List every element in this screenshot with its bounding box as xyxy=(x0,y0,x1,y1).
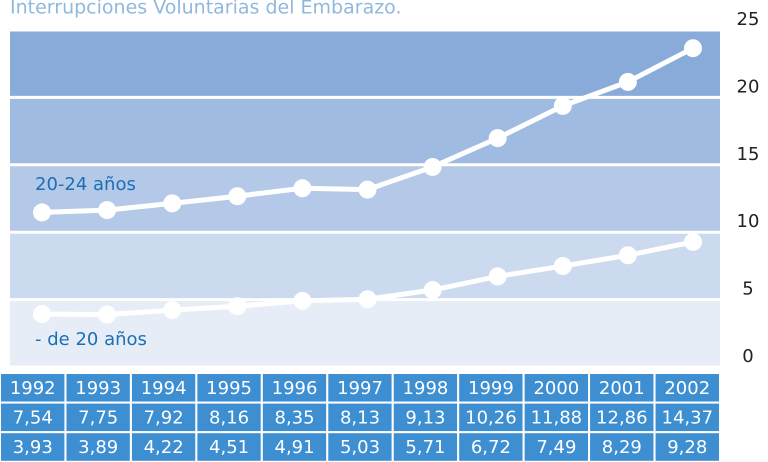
table-cell xyxy=(195,372,263,404)
point xyxy=(423,281,442,300)
table-text: 8,16 xyxy=(209,407,249,428)
table-text: 7,75 xyxy=(78,407,118,428)
table-cell xyxy=(260,401,329,434)
point xyxy=(98,201,117,220)
point xyxy=(553,257,572,276)
table-text: 1995 xyxy=(206,378,252,399)
point xyxy=(684,232,702,251)
band xyxy=(10,97,720,165)
point xyxy=(684,39,702,58)
point xyxy=(163,194,182,213)
table-text: 9,28 xyxy=(667,437,707,458)
y-tick-label: 25 xyxy=(737,9,760,30)
table-cell xyxy=(260,372,329,404)
table-text: 2001 xyxy=(599,378,645,399)
point xyxy=(553,96,572,115)
table-text: 9,13 xyxy=(405,407,445,428)
chart-title: Interrupciones Voluntarias del Embarazo. xyxy=(10,0,402,19)
point xyxy=(228,187,247,206)
table-text: 12,86 xyxy=(596,407,648,428)
point xyxy=(98,305,117,324)
table-text: 4,91 xyxy=(275,437,315,458)
y-tick-label: 5 xyxy=(742,279,753,300)
point xyxy=(33,305,51,324)
table-cell xyxy=(653,401,722,434)
band xyxy=(10,164,720,233)
table-cell xyxy=(457,401,525,434)
band xyxy=(10,30,720,98)
point xyxy=(358,290,377,309)
table-cell xyxy=(326,372,394,404)
table-text: 1992 xyxy=(10,378,56,399)
point xyxy=(618,246,637,265)
table-text: 2000 xyxy=(533,378,579,399)
table-text: 1999 xyxy=(468,378,514,399)
band xyxy=(10,232,720,300)
table-text: 1994 xyxy=(141,378,187,399)
point xyxy=(293,291,312,310)
table-text: 1998 xyxy=(403,378,449,399)
table-cell xyxy=(0,431,67,462)
table-text: 1996 xyxy=(272,378,318,399)
table-text: 7,54 xyxy=(13,407,53,428)
y-tick-label: 15 xyxy=(737,144,760,165)
point xyxy=(293,179,312,198)
point xyxy=(488,129,507,148)
table-text: 4,51 xyxy=(209,437,249,458)
table-text: 1997 xyxy=(337,378,383,399)
table-text: 5,03 xyxy=(340,437,380,458)
table-text: 10,26 xyxy=(465,407,517,428)
y-tick-label: 10 xyxy=(737,211,760,232)
point xyxy=(618,72,637,91)
table-text: 7,49 xyxy=(536,437,576,458)
y-tick-label: 0 xyxy=(742,346,753,367)
table-text: 5,71 xyxy=(405,437,445,458)
table-text: 8,35 xyxy=(275,407,315,428)
series-label: 20-24 años xyxy=(35,174,136,195)
series-label: - de 20 años xyxy=(35,329,147,350)
table-text: 6,72 xyxy=(471,437,511,458)
point xyxy=(358,180,377,199)
table-text: 11,88 xyxy=(531,407,583,428)
y-tick-label: 20 xyxy=(737,76,760,97)
table-cell xyxy=(653,431,722,462)
point xyxy=(423,157,442,176)
table-text: 7,92 xyxy=(144,407,184,428)
table-text: 8,13 xyxy=(340,407,380,428)
table-text: 3,93 xyxy=(13,437,53,458)
table-text: 1993 xyxy=(75,378,121,399)
table-text: 8,29 xyxy=(602,437,642,458)
point xyxy=(488,267,507,286)
point xyxy=(33,203,51,222)
point xyxy=(163,301,182,320)
table-text: 4,22 xyxy=(144,437,184,458)
point xyxy=(228,297,247,316)
table-text: 14,37 xyxy=(662,407,714,428)
table-text: 2002 xyxy=(664,378,710,399)
table-text: 3,89 xyxy=(78,437,118,458)
